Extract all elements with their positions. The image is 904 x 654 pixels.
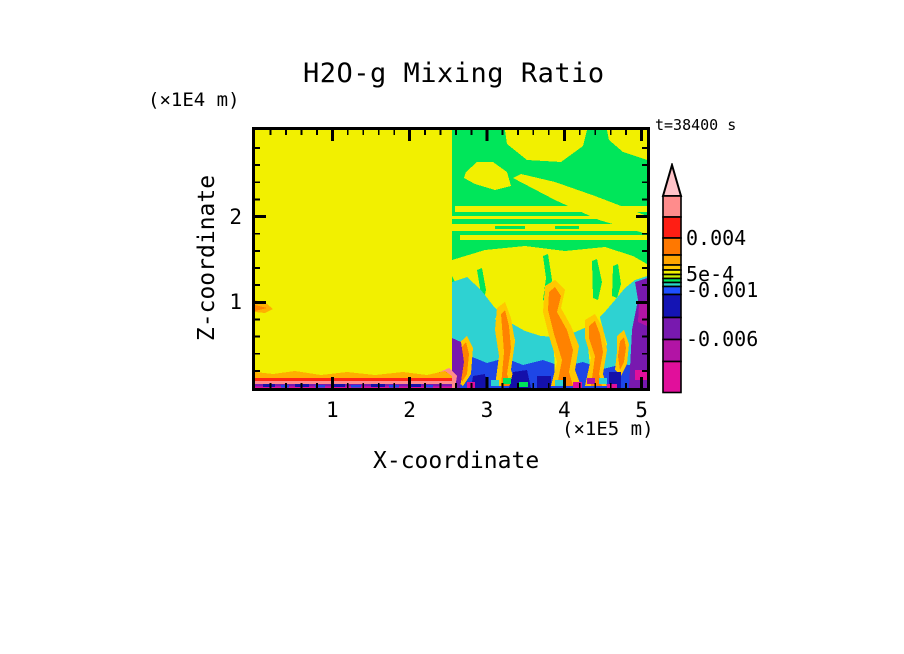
contour-region	[452, 224, 643, 231]
contour-region	[315, 385, 325, 388]
contour-region	[425, 385, 433, 388]
contour-region	[333, 384, 345, 387]
contour-region	[501, 310, 511, 386]
contour-region	[255, 305, 267, 311]
z-axis-unit-label: (×1E4 m)	[148, 89, 240, 111]
colorbar-level-label: -0.006	[686, 327, 759, 351]
contour-region	[281, 385, 289, 388]
x-tick-label: 4	[557, 398, 571, 422]
colorbar-segment	[662, 293, 682, 319]
contour-region	[638, 300, 647, 326]
colorbar	[661, 163, 683, 394]
colorbar-segment	[662, 216, 682, 239]
contour-region	[612, 264, 621, 298]
contour-region	[607, 130, 647, 160]
contour-region	[505, 130, 587, 162]
colorbar-segment	[662, 237, 682, 256]
colorbar-segment	[662, 285, 682, 296]
contour-region	[555, 380, 565, 386]
colorbar-segment	[662, 338, 682, 363]
contour-region	[495, 226, 525, 229]
contour-region	[573, 382, 582, 388]
contour-region	[491, 380, 499, 386]
colorbar-segment	[662, 316, 682, 341]
contour-region	[455, 206, 647, 212]
x-axis-unit-label: (×1E5 m)	[562, 418, 654, 440]
contour-region	[607, 384, 617, 388]
x-tick-label: 2	[403, 398, 416, 422]
contour-region	[548, 287, 573, 386]
x-tick-label: 3	[480, 398, 494, 422]
contour-region	[351, 385, 361, 388]
z-tick-label: 2	[229, 204, 242, 229]
contour-region	[452, 216, 647, 219]
contour-region	[599, 378, 607, 384]
chart-title: H2O-g Mixing Ratio	[303, 58, 605, 89]
contour-region	[519, 382, 528, 387]
contour-field	[255, 130, 647, 388]
contour-region	[587, 378, 595, 384]
contour-region	[618, 337, 626, 370]
colorbar-level-label: 0.004	[686, 226, 747, 250]
x-axis-title: X-coordinate	[373, 448, 540, 474]
contour-region	[464, 162, 511, 190]
contour-region	[589, 321, 603, 386]
colorbar-arrow-tip	[661, 163, 683, 197]
colorbar-segment	[662, 195, 682, 218]
colorbar-segment	[662, 254, 682, 266]
z-axis-title: Z-coordinate	[194, 174, 220, 342]
contour-region	[537, 376, 551, 388]
contour-region	[255, 371, 452, 380]
contour-region	[460, 235, 647, 240]
z-tick-label: 1	[229, 290, 242, 315]
x-tick-label: 5	[635, 398, 648, 422]
contour-region	[255, 381, 452, 384]
contour-region	[263, 384, 275, 387]
colorbar-segment	[662, 360, 682, 394]
contour-region	[555, 226, 579, 229]
contour-region	[503, 378, 511, 384]
x-tick-label: 1	[325, 398, 339, 422]
time-label: t=38400 s	[655, 116, 737, 134]
plot-area	[252, 127, 650, 391]
colorbar-level-label: -0.001	[686, 278, 759, 302]
contour-region	[255, 378, 452, 381]
contour-region	[592, 259, 602, 300]
contour-region	[409, 384, 421, 387]
colorbar-level-label: 5e-4	[686, 262, 735, 286]
contour-region	[635, 370, 647, 380]
